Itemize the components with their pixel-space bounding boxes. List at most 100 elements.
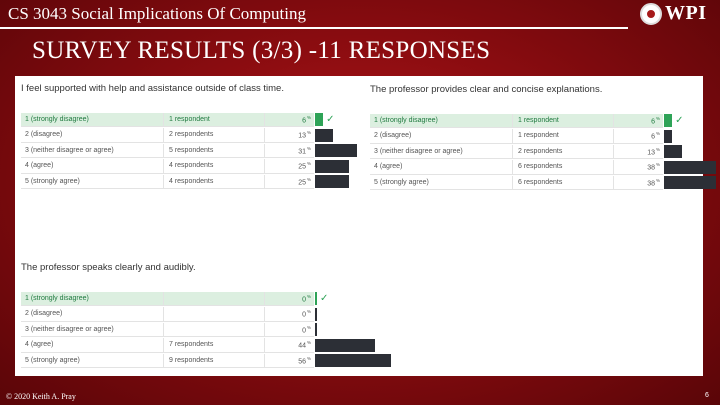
response-row: 5 (strongly agree) 6 respondents 38% bbox=[370, 175, 720, 191]
respondent-count: 1 respondent bbox=[512, 113, 613, 128]
response-bar bbox=[315, 323, 317, 337]
question-title: I feel supported with help and assistanc… bbox=[21, 83, 284, 94]
respondent-count bbox=[163, 322, 264, 337]
respondent-count: 9 respondents bbox=[163, 353, 264, 368]
response-row: 1 (strongly disagree) 0% ✓ bbox=[21, 291, 394, 307]
question-panel-3: The professor speaks clearly and audibly… bbox=[21, 262, 394, 369]
percent-symbol: % bbox=[655, 177, 660, 183]
check-icon: ✓ bbox=[675, 114, 684, 126]
bar-area: ✓ bbox=[663, 113, 720, 128]
response-bar bbox=[315, 144, 358, 158]
percent-value: 31 bbox=[298, 147, 306, 155]
percent-cell: 13% bbox=[613, 144, 663, 159]
response-option-label: 1 (strongly disagree) bbox=[21, 291, 163, 306]
response-option-label: 4 (agree) bbox=[21, 338, 163, 353]
percent-symbol: % bbox=[306, 355, 311, 361]
response-bar bbox=[315, 338, 375, 352]
response-option-label: 1 (strongly disagree) bbox=[21, 112, 163, 127]
response-bar bbox=[315, 128, 333, 142]
check-icon: ✓ bbox=[326, 113, 335, 125]
header-rule bbox=[0, 27, 628, 29]
percent-cell: 6% bbox=[613, 129, 663, 144]
bar-area: ✓ bbox=[314, 112, 394, 127]
bar-area bbox=[663, 175, 720, 190]
percent-cell: 31% bbox=[264, 143, 314, 158]
bar-area bbox=[314, 338, 394, 353]
respondent-count: 1 respondent bbox=[512, 129, 613, 144]
response-option-label: 5 (strongly agree) bbox=[21, 354, 163, 368]
percent-symbol: % bbox=[655, 162, 660, 168]
response-option-label: 5 (strongly agree) bbox=[370, 176, 512, 190]
percent-cell: 56% bbox=[264, 353, 314, 368]
percent-cell: 0% bbox=[264, 307, 314, 322]
bar-area bbox=[663, 160, 720, 175]
percent-symbol: % bbox=[306, 114, 311, 120]
percent-symbol: % bbox=[306, 130, 311, 136]
response-option-label: 1 (strongly disagree) bbox=[370, 113, 512, 128]
bar-area bbox=[314, 353, 394, 368]
response-bar bbox=[315, 113, 324, 127]
respondent-count: 2 respondents bbox=[163, 128, 264, 143]
percent-value: 25 bbox=[298, 178, 306, 186]
respondent-count: 6 respondents bbox=[512, 175, 613, 190]
footer-page-number: 6 bbox=[705, 392, 709, 399]
percent-cell: 0% bbox=[264, 322, 314, 337]
bar-area bbox=[663, 129, 720, 144]
respondent-count: 7 respondents bbox=[163, 338, 264, 353]
percent-symbol: % bbox=[306, 324, 311, 330]
percent-value: 44 bbox=[298, 342, 306, 350]
response-option-label: 2 (disagree) bbox=[21, 307, 163, 322]
response-table: 1 (strongly disagree) 1 respondent 6% ✓ 2 (d… bbox=[21, 112, 394, 190]
response-bar bbox=[664, 145, 682, 159]
response-bar bbox=[315, 159, 349, 173]
response-bar bbox=[315, 307, 317, 321]
percent-cell: 13% bbox=[264, 128, 314, 143]
question-panel-2: The professor provides clear and concise… bbox=[370, 84, 720, 191]
percent-symbol: % bbox=[306, 176, 311, 182]
question-title: The professor provides clear and concise… bbox=[370, 84, 603, 95]
percent-symbol: % bbox=[306, 293, 311, 299]
percent-value: 6 bbox=[651, 117, 655, 125]
response-row: 2 (disagree) 2 respondents 13% bbox=[21, 128, 394, 144]
response-bar bbox=[315, 292, 317, 306]
percent-cell: 25% bbox=[264, 159, 314, 174]
percent-value: 0 bbox=[302, 295, 306, 303]
bar-area bbox=[314, 307, 394, 322]
logo-text: WPI bbox=[665, 2, 707, 24]
percent-symbol: % bbox=[306, 145, 311, 151]
response-bar bbox=[664, 176, 716, 190]
response-bar bbox=[315, 354, 391, 368]
bar-area bbox=[314, 322, 394, 337]
bar-area bbox=[314, 128, 394, 143]
response-bar bbox=[664, 114, 673, 128]
response-table: 1 (strongly disagree) 1 respondent 6% ✓ 2 (d… bbox=[370, 113, 720, 191]
respondent-count bbox=[163, 307, 264, 322]
question-title: The professor speaks clearly and audibly… bbox=[21, 262, 196, 273]
response-option-label: 3 (neither disagree or agree) bbox=[370, 145, 512, 159]
response-row: 3 (neither disagree or agree) 5 responden… bbox=[21, 143, 394, 159]
percent-cell: 44% bbox=[264, 338, 314, 353]
percent-cell: 6% bbox=[264, 112, 314, 127]
respondent-count bbox=[163, 291, 264, 306]
bar-area bbox=[314, 143, 394, 158]
percent-value: 6 bbox=[651, 133, 655, 141]
response-row: 3 (neither disagree or agree) 0% bbox=[21, 322, 394, 338]
question-panel-1: I feel supported with help and assistanc… bbox=[21, 83, 394, 190]
percent-symbol: % bbox=[306, 309, 311, 315]
wpi-logo: WPI bbox=[640, 2, 707, 25]
response-option-label: 2 (disagree) bbox=[370, 129, 512, 144]
percent-value: 56 bbox=[298, 357, 306, 365]
response-row: 5 (strongly agree) 4 respondents 25% bbox=[21, 174, 394, 190]
percent-cell: 38% bbox=[613, 160, 663, 175]
response-option-label: 4 (agree) bbox=[370, 160, 512, 175]
percent-symbol: % bbox=[306, 340, 311, 346]
response-option-label: 2 (disagree) bbox=[21, 128, 163, 143]
response-option-label: 3 (neither disagree or agree) bbox=[21, 144, 163, 158]
response-row: 2 (disagree) 1 respondent 6% bbox=[370, 129, 720, 145]
percent-symbol: % bbox=[655, 115, 660, 121]
response-table: 1 (strongly disagree) 0% ✓ 2 (disagree) 0% 3 … bbox=[21, 291, 394, 369]
percent-cell: 0% bbox=[264, 291, 314, 306]
percent-value: 0 bbox=[302, 311, 306, 319]
respondent-count: 1 respondent bbox=[163, 112, 264, 127]
percent-cell: 25% bbox=[264, 174, 314, 189]
